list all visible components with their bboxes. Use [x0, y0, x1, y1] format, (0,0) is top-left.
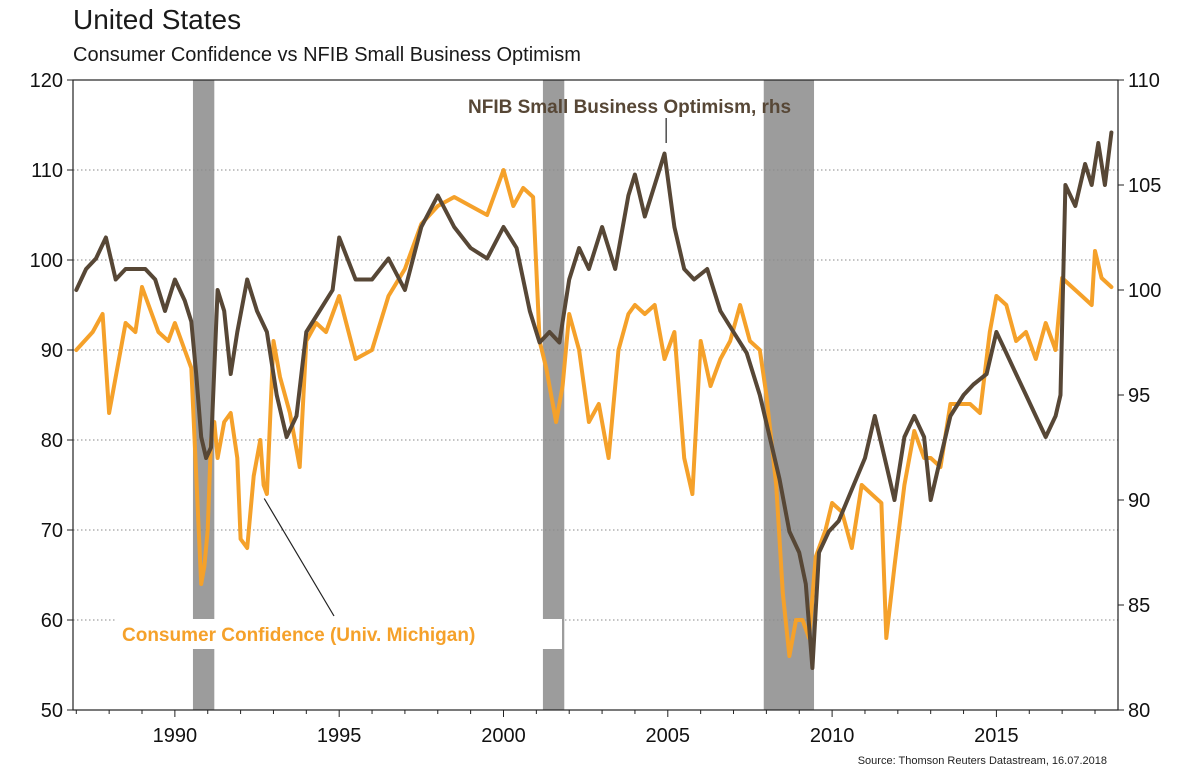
right-tick-label: 95 [1128, 385, 1150, 407]
left-tick-label: 80 [41, 430, 63, 452]
left-tick-label: 50 [41, 700, 63, 722]
series-labels: NFIB Small Business Optimism, rhs Consume… [115, 97, 791, 649]
nfib-optimism-line [74, 130, 1114, 670]
left-tick-label: 90 [41, 340, 63, 362]
x-tick-label: 2005 [646, 725, 691, 747]
cc-series-label: Consumer Confidence (Univ. Michigan) [122, 625, 475, 646]
nfib-series-label: NFIB Small Business Optimism, rhs [468, 97, 791, 118]
x-tick-label: 1990 [153, 725, 198, 747]
left-tick-label: 70 [41, 520, 63, 542]
right-tick-label: 105 [1128, 175, 1161, 197]
left-tick-label: 120 [30, 70, 63, 92]
right-tick-label: 85 [1128, 595, 1150, 617]
right-tick-label: 100 [1128, 280, 1161, 302]
x-tick-label: 2015 [974, 725, 1019, 747]
source-note: Source: Thomson Reuters Datastream, 16.0… [857, 755, 1107, 767]
consumer-confidence-line [74, 168, 1114, 658]
axis-ticks: 50 60 70 80 90 100 110 120 80 85 90 95 100 105 110 1990… [30, 70, 1162, 747]
recession-band [542, 80, 565, 710]
chart-subtitle: Consumer Confidence vs NFIB Small Busine… [73, 44, 581, 66]
right-tick-label: 110 [1128, 70, 1160, 92]
left-tick-label: 60 [41, 610, 63, 632]
x-tick-label: 2010 [810, 725, 855, 747]
x-tick-label: 1995 [317, 725, 362, 747]
cc-label-pointer [263, 498, 335, 617]
recession-bands [192, 80, 815, 710]
right-tick-label: 90 [1128, 490, 1150, 512]
right-tick-label: 80 [1128, 700, 1150, 722]
cc-label-backdrop [115, 619, 562, 649]
x-tick-label: 2000 [481, 725, 526, 747]
chart-title: United States [73, 4, 242, 35]
left-tick-label: 110 [31, 160, 63, 182]
left-tick-label: 100 [30, 250, 63, 272]
series-lines [74, 130, 1114, 670]
